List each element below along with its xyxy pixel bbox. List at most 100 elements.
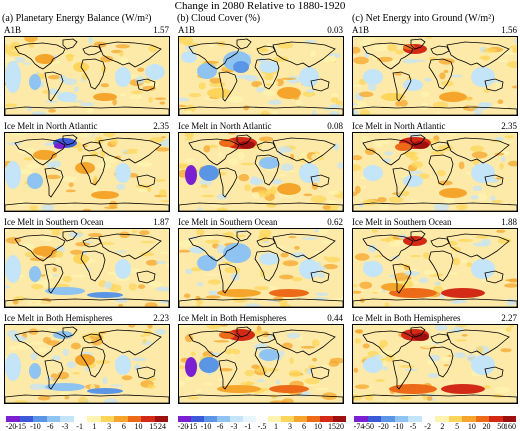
field-speckle (364, 51, 369, 59)
anomaly-region (363, 357, 383, 373)
field-speckle (62, 275, 72, 283)
scenario-name: A1B (178, 25, 196, 35)
scenario-name: Ice Melt in Southern Ocean (352, 217, 452, 227)
field-speckle (328, 190, 341, 195)
field-speckle (184, 138, 194, 141)
field-speckle (506, 61, 517, 68)
anomaly-region (45, 287, 85, 295)
coastline-asia (98, 41, 162, 68)
field-speckle (399, 190, 410, 197)
anomaly-field (353, 37, 517, 115)
colorbar-tick-label: -20 (177, 422, 189, 431)
field-speckle (197, 207, 202, 211)
coastline-northAmerica (188, 42, 240, 70)
world-map (352, 324, 518, 404)
coastline-southAmerica (218, 359, 238, 390)
field-speckle (52, 267, 57, 272)
field-speckle (330, 55, 336, 63)
field-speckle (311, 339, 320, 347)
colorbar-tick-label: 10 (314, 422, 322, 431)
scenario-name: Ice Melt in Both Hemispheres (178, 313, 287, 323)
field-speckle (412, 281, 420, 285)
coastline-greenland (236, 134, 252, 146)
colorbar-swatch (203, 416, 217, 422)
field-speckle (353, 284, 358, 288)
field-speckle (70, 249, 84, 255)
anomaly-region (185, 357, 197, 377)
scenario-name: Ice Melt in Southern Ocean (4, 217, 104, 227)
field-speckle (279, 173, 287, 177)
field-speckle (65, 189, 76, 193)
field-speckle (359, 40, 372, 46)
field-speckle (260, 110, 270, 115)
coastline-europe (430, 141, 450, 152)
field-speckle (202, 382, 213, 386)
coastline-africa (428, 250, 454, 282)
anomaly-region (33, 246, 57, 256)
coastline-greenland (236, 230, 252, 242)
field-speckle (353, 56, 369, 65)
coastline-asia (446, 329, 510, 356)
colorbar-swatch (294, 416, 308, 422)
anomaly-region (389, 384, 437, 394)
anomaly-field (353, 325, 517, 403)
coastline-northAmerica (188, 138, 240, 166)
anomaly-region (27, 173, 43, 189)
world-map (4, 132, 170, 212)
field-speckle (430, 151, 445, 155)
coastline-africa (80, 346, 106, 378)
colorbar-swatch (408, 416, 422, 422)
colorbar-tick-label: -50 (363, 422, 375, 431)
field-speckle (471, 151, 488, 159)
field-speckle (388, 274, 396, 278)
figure-title: Change in 2080 Relative to 1880-1920 (174, 0, 346, 12)
colorbar-tick-label: -6 (216, 422, 224, 431)
coastline-southAmerica (218, 167, 238, 198)
coastline-northAmerica (14, 330, 66, 358)
colorbar-tick-label: 2 (440, 422, 445, 431)
anomaly-region (87, 292, 123, 298)
scenario-name: Ice Melt in Both Hemispheres (352, 313, 461, 323)
coastline-antarctica (179, 394, 343, 403)
field-speckle (472, 159, 480, 166)
field-speckle (379, 238, 391, 242)
anomaly-region (239, 141, 255, 149)
field-speckle (236, 74, 253, 79)
colorbar-tick-label: 20 (482, 422, 491, 431)
field-speckle (375, 399, 384, 402)
field-speckle (22, 243, 35, 250)
field-speckle (245, 303, 260, 307)
field-speckle (275, 380, 281, 385)
field-speckle (364, 147, 376, 155)
field-speckle (455, 339, 467, 342)
field-speckle (273, 56, 289, 62)
field-speckle (303, 193, 313, 197)
field-speckle (112, 98, 117, 106)
field-speckle (450, 74, 463, 78)
anomaly-region (471, 259, 495, 279)
field-speckle (407, 170, 424, 175)
field-speckle (8, 51, 22, 57)
world-map (4, 324, 170, 404)
map-panel: Ice Melt in Southern Ocean 1.87 (4, 217, 170, 308)
field-speckle (306, 88, 315, 93)
field-speckle (315, 292, 329, 296)
field-speckle (135, 184, 150, 189)
anomaly-region (54, 143, 66, 149)
field-speckle (147, 377, 157, 381)
colorbar-tick-label: -10 (392, 422, 404, 431)
field-speckle (81, 333, 94, 340)
field-speckle (114, 155, 121, 160)
panel-label: A1B 1.57 (4, 25, 170, 36)
coastline-greenland (62, 326, 78, 338)
anomaly-region (471, 355, 495, 375)
coastline-southAmerica (392, 167, 412, 198)
field-speckle (359, 91, 374, 98)
map-panel: Ice Melt in Both Hemispheres 2.27 (352, 313, 518, 404)
coastline-antarctica (179, 298, 343, 307)
field-speckle (103, 133, 116, 138)
field-speckle (251, 364, 260, 369)
field-speckle (23, 157, 34, 161)
field-speckle (77, 147, 83, 152)
field-speckle (272, 111, 279, 115)
